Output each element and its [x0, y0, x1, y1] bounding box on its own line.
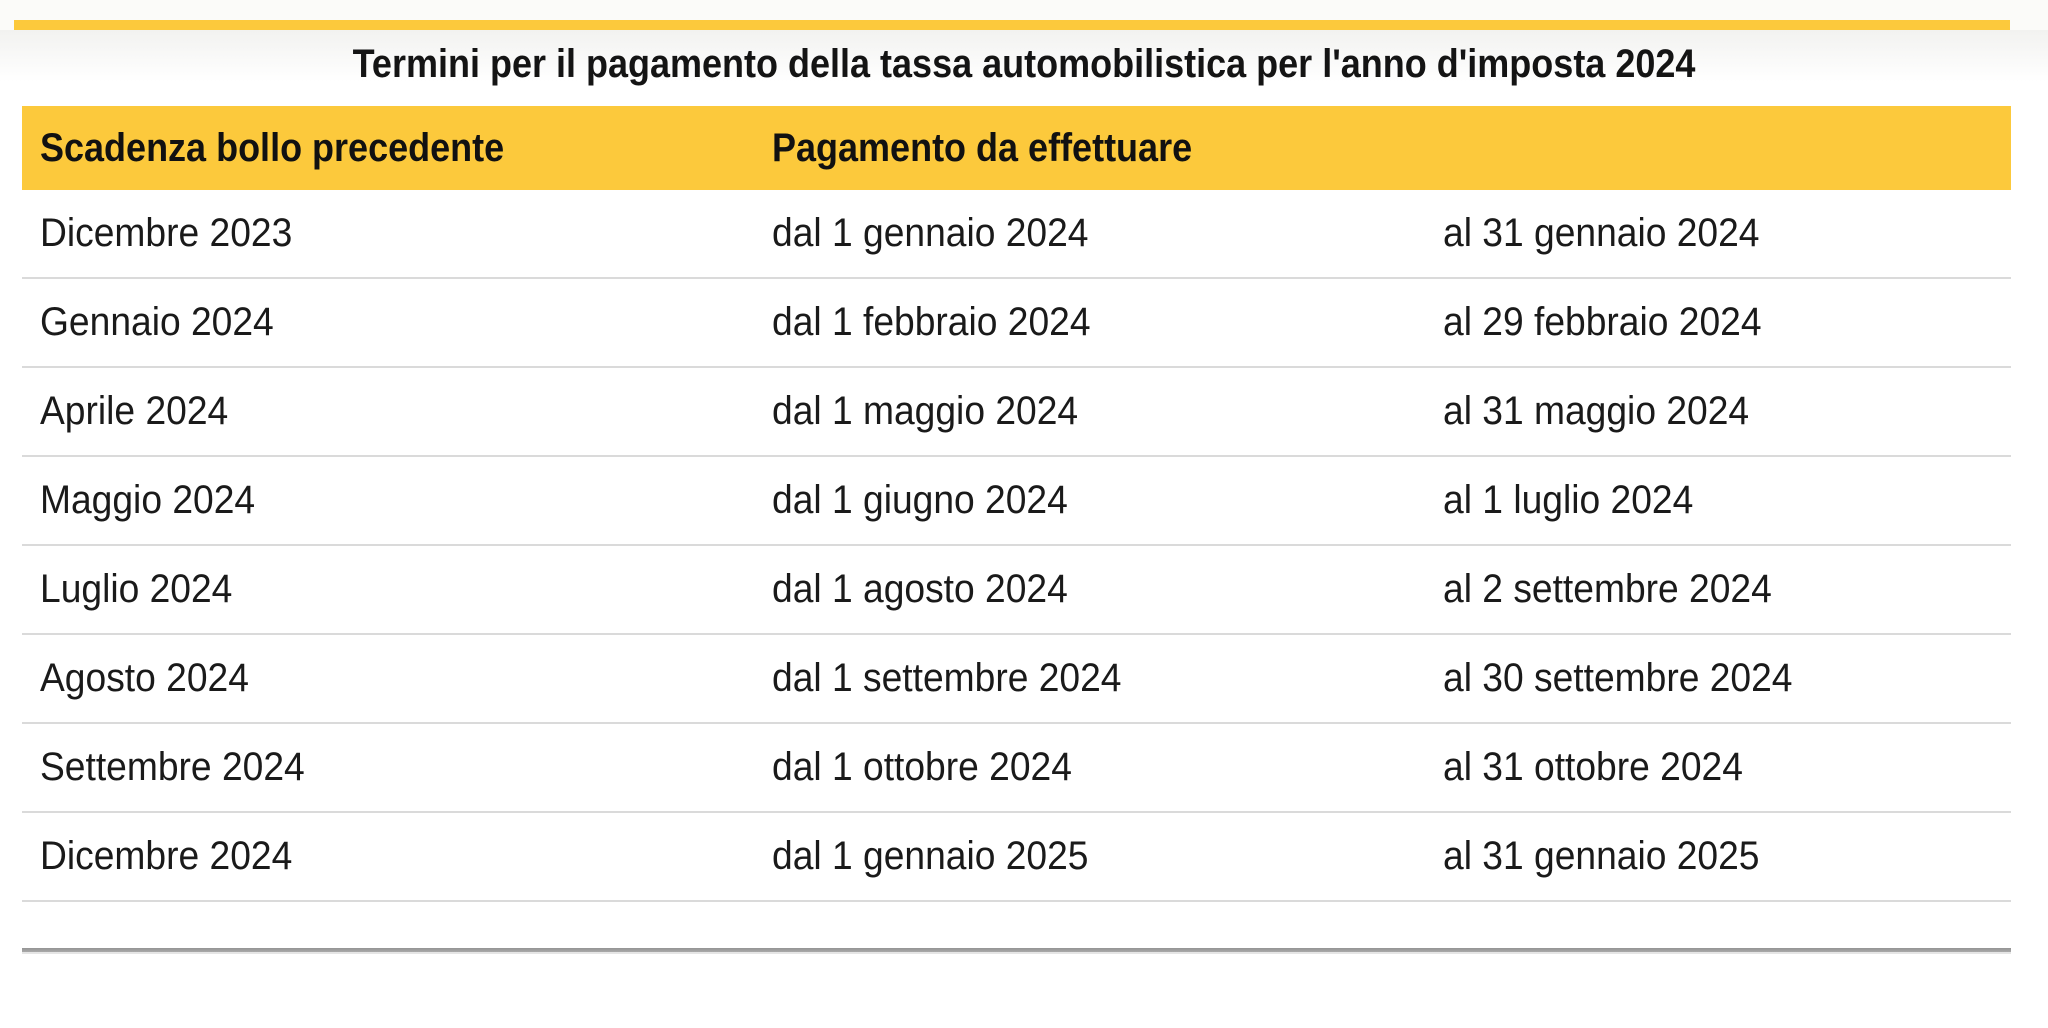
table-row: Settembre 2024 dal 1 ottobre 2024 al 31 ot…	[22, 724, 2011, 813]
cell-pagamento-al: al 1 luglio 2024	[1425, 478, 2011, 523]
cell-scadenza-text: Aprile 2024	[40, 389, 229, 433]
cell-pagamento-al: al 30 settembre 2024	[1425, 656, 2011, 701]
cell-scadenza: Luglio 2024	[22, 567, 754, 612]
cell-scadenza-text: Luglio 2024	[40, 567, 233, 611]
cell-pagamento-al-text: al 31 maggio 2024	[1443, 389, 1750, 433]
title-band	[0, 30, 2048, 104]
cell-pagamento-al: al 31 gennaio 2025	[1425, 834, 2011, 879]
empty-row	[22, 902, 2011, 948]
cell-scadenza-text: Dicembre 2023	[40, 211, 293, 255]
table-row: Dicembre 2023 dal 1 gennaio 2024 al 31 gen…	[22, 190, 2011, 279]
cell-pagamento-dal: dal 1 ottobre 2024	[754, 745, 1425, 790]
cell-pagamento-dal-text: dal 1 giugno 2024	[772, 478, 1068, 522]
header-label-pagamento: Pagamento da effettuare	[772, 125, 1193, 170]
cell-pagamento-dal-text: dal 1 gennaio 2025	[772, 834, 1089, 878]
cell-pagamento-al: al 31 gennaio 2024	[1425, 211, 2011, 256]
page-title-text: Termini per il pagamento della tassa aut…	[352, 42, 1696, 86]
table-row: Maggio 2024 dal 1 giugno 2024 al 1 luglio …	[22, 457, 2011, 546]
cell-pagamento-dal-text: dal 1 ottobre 2024	[772, 745, 1072, 789]
cell-pagamento-dal: dal 1 gennaio 2024	[754, 211, 1425, 256]
payment-deadlines-table: Scadenza bollo precedente Pagamento da e…	[22, 106, 2011, 952]
cell-pagamento-al-text: al 2 settembre 2024	[1443, 567, 1772, 611]
cell-pagamento-dal: dal 1 settembre 2024	[754, 656, 1425, 701]
cell-pagamento-dal: dal 1 maggio 2024	[754, 389, 1425, 434]
table-row: Dicembre 2024 dal 1 gennaio 2025 al 31 gen…	[22, 813, 2011, 902]
cell-pagamento-dal: dal 1 agosto 2024	[754, 567, 1425, 612]
header-cell-scadenza: Scadenza bollo precedente	[22, 126, 754, 171]
cell-pagamento-dal: dal 1 febbraio 2024	[754, 300, 1425, 345]
table-row: Agosto 2024 dal 1 settembre 2024 al 30 set…	[22, 635, 2011, 724]
cell-pagamento-al-text: al 31 gennaio 2024	[1443, 211, 1760, 255]
cell-scadenza: Agosto 2024	[22, 656, 754, 701]
cell-pagamento-dal-text: dal 1 settembre 2024	[772, 656, 1122, 700]
cell-scadenza-text: Settembre 2024	[40, 745, 305, 789]
table-row: Gennaio 2024 dal 1 febbraio 2024 al 29 feb…	[22, 279, 2011, 368]
cell-scadenza: Gennaio 2024	[22, 300, 754, 345]
cell-pagamento-al: al 29 febbraio 2024	[1425, 300, 2011, 345]
cell-scadenza-text: Maggio 2024	[40, 478, 256, 522]
cell-scadenza: Maggio 2024	[22, 478, 754, 523]
cell-scadenza: Dicembre 2023	[22, 211, 754, 256]
cell-pagamento-al-text: al 30 settembre 2024	[1443, 656, 1793, 700]
cell-pagamento-dal: dal 1 giugno 2024	[754, 478, 1425, 523]
cell-pagamento-al: al 2 settembre 2024	[1425, 567, 2011, 612]
cell-scadenza: Dicembre 2024	[22, 834, 754, 879]
cell-pagamento-al: al 31 maggio 2024	[1425, 389, 2011, 434]
header-cell-pagamento: Pagamento da effettuare	[754, 126, 1425, 171]
cell-pagamento-dal-text: dal 1 febbraio 2024	[772, 300, 1091, 344]
cell-pagamento-al-text: al 29 febbraio 2024	[1443, 300, 1762, 344]
top-accent-bar	[14, 20, 2010, 30]
cell-scadenza-text: Dicembre 2024	[40, 834, 293, 878]
cell-pagamento-dal-text: dal 1 maggio 2024	[772, 389, 1079, 433]
table-bottom-border	[22, 948, 2011, 952]
table-row: Aprile 2024 dal 1 maggio 2024 al 31 maggio…	[22, 368, 2011, 457]
cell-pagamento-al-text: al 1 luglio 2024	[1443, 478, 1694, 522]
cell-pagamento-al-text: al 31 gennaio 2025	[1443, 834, 1760, 878]
header-label-scadenza: Scadenza bollo precedente	[40, 125, 505, 170]
table-body: Dicembre 2023 dal 1 gennaio 2024 al 31 gen…	[22, 190, 2011, 902]
cell-scadenza-text: Gennaio 2024	[40, 300, 274, 344]
table-header-row: Scadenza bollo precedente Pagamento da e…	[22, 106, 2011, 190]
cell-pagamento-al: al 31 ottobre 2024	[1425, 745, 2011, 790]
cell-pagamento-al-text: al 31 ottobre 2024	[1443, 745, 1743, 789]
cell-scadenza-text: Agosto 2024	[40, 656, 249, 700]
page-title: Termini per il pagamento della tassa aut…	[0, 36, 2048, 92]
cell-pagamento-dal-text: dal 1 agosto 2024	[772, 567, 1068, 611]
cell-pagamento-dal-text: dal 1 gennaio 2024	[772, 211, 1089, 255]
cell-scadenza: Settembre 2024	[22, 745, 754, 790]
cell-scadenza: Aprile 2024	[22, 389, 754, 434]
cell-pagamento-dal: dal 1 gennaio 2025	[754, 834, 1425, 879]
table-row: Luglio 2024 dal 1 agosto 2024 al 2 settemb…	[22, 546, 2011, 635]
